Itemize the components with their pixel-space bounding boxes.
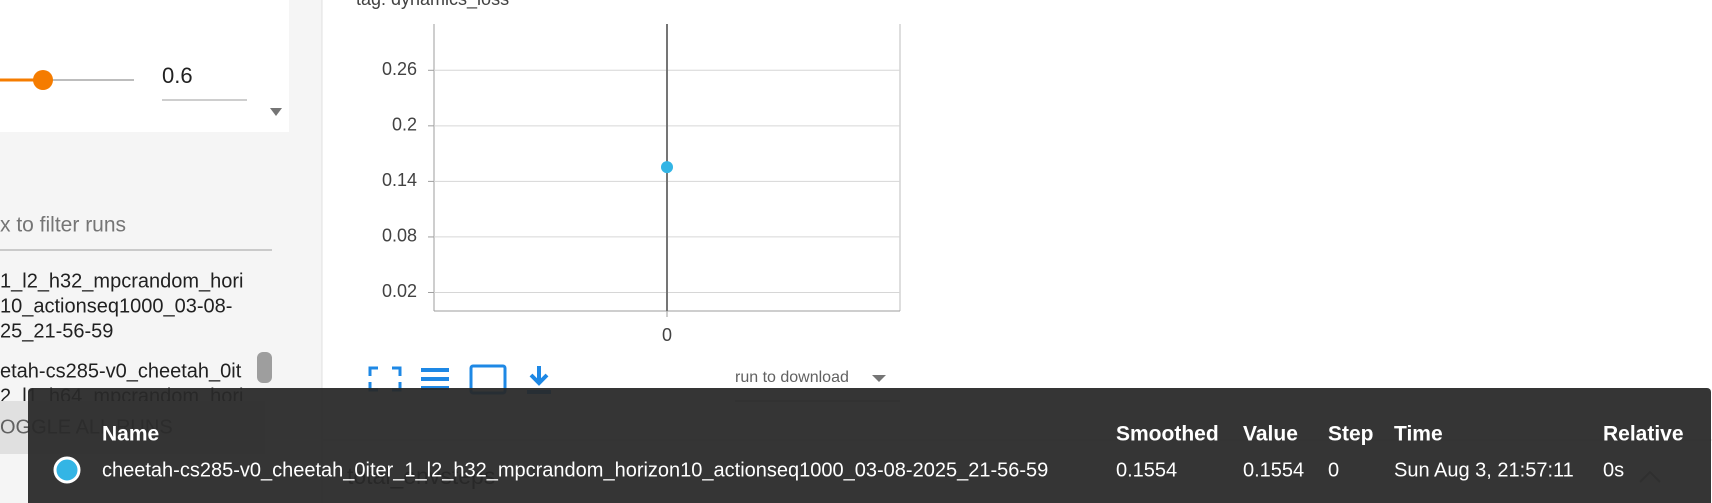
- filter-input[interactable]: x to filter runs: [0, 214, 126, 237]
- run-name: etah-cs285-v0_cheetah_0it: [0, 360, 242, 382]
- y-tick-label: 0.02: [382, 281, 417, 301]
- smoothing-value[interactable]: 0.6: [162, 63, 193, 88]
- tooltip-cell: 0.1554: [1243, 459, 1304, 481]
- tooltip-cell: Sun Aug 3, 21:57:11: [1394, 459, 1574, 481]
- slider-knob[interactable]: [33, 70, 53, 90]
- tooltip-header: Smoothed: [1116, 423, 1219, 446]
- run-name: 10_actionseq1000_03-08-: [0, 295, 232, 317]
- tooltip: Name Smoothed Value Step Time Relative cheetah…: [28, 388, 1711, 503]
- dropdown-arrow[interactable]: [270, 108, 282, 116]
- legend-swatch: [53, 456, 81, 484]
- run-name: 1_l2_h32_mpcrandom_hori: [0, 270, 244, 292]
- tooltip-header: Value: [1243, 423, 1298, 446]
- y-tick-label: 0.26: [382, 59, 417, 79]
- tooltip-header: Time: [1394, 423, 1443, 446]
- data-point: [661, 161, 673, 174]
- tooltip-bg: [28, 388, 1711, 503]
- scrollbar-thumb[interactable]: [257, 352, 272, 383]
- tooltip-cell: cheetah-cs285-v0_cheetah_0iter_1_l2_h32_…: [102, 459, 1048, 481]
- fullscreen-icon[interactable]: [368, 366, 402, 392]
- tooltip-header: Name: [102, 423, 159, 446]
- run-name: 25_21-56-59: [0, 320, 113, 342]
- tooltip-cell: 0.1554: [1116, 459, 1177, 481]
- download-select[interactable]: run to download: [735, 369, 849, 386]
- y-tick-label: 0.08: [382, 226, 417, 246]
- y-tick-label: 0.14: [382, 170, 417, 190]
- download-arrow[interactable]: [872, 375, 886, 382]
- settings-panel: [0, 0, 289, 132]
- tooltip-header: Step: [1328, 423, 1374, 446]
- chart: 0.02 0.08 0.14 0.2 0.26 0: [382, 24, 901, 345]
- x-tick-label: 0: [662, 325, 672, 345]
- tooltip-cell: 0s: [1603, 459, 1624, 481]
- y-tick-label: 0.2: [392, 115, 417, 135]
- tooltip-header: Relative: [1603, 423, 1684, 446]
- tooltip-cell: 0: [1328, 459, 1339, 481]
- card-tag: tag: dynamics_loss: [356, 0, 509, 10]
